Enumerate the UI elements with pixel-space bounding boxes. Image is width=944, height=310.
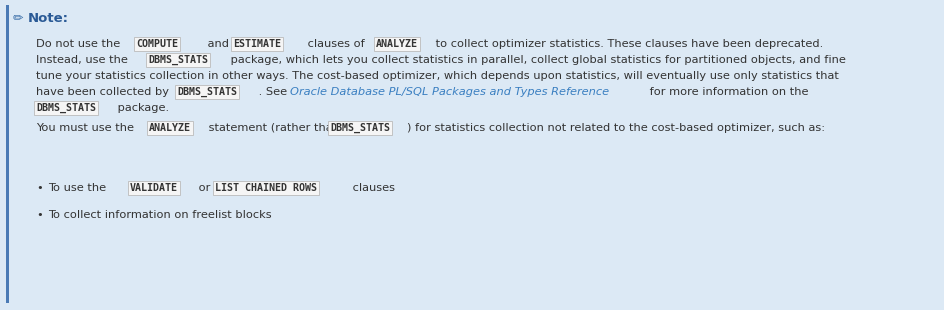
Text: •: • [36, 210, 42, 220]
Text: Oracle Database PL/SQL Packages and Types Reference: Oracle Database PL/SQL Packages and Type… [290, 87, 609, 97]
Text: DBMS_STATS: DBMS_STATS [36, 103, 96, 113]
Text: package, which lets you collect statistics in parallel, collect global statistic: package, which lets you collect statisti… [227, 55, 845, 65]
Text: VALIDATE: VALIDATE [130, 183, 177, 193]
Text: clauses of: clauses of [304, 39, 368, 49]
Text: ANALYZE: ANALYZE [376, 39, 417, 49]
Text: to collect optimizer statistics. These clauses have been deprecated.: to collect optimizer statistics. These c… [431, 39, 822, 49]
Text: ESTIMATE: ESTIMATE [233, 39, 280, 49]
Text: DBMS_STATS: DBMS_STATS [148, 55, 208, 65]
Text: clauses: clauses [348, 183, 395, 193]
Text: DBMS_STATS: DBMS_STATS [177, 87, 237, 97]
Text: You must use the: You must use the [36, 123, 138, 133]
Text: Instead, use the: Instead, use the [36, 55, 131, 65]
Text: package.: package. [114, 103, 169, 113]
Text: To collect information on freelist blocks: To collect information on freelist block… [48, 210, 271, 220]
Bar [6, 5, 9, 303]
Text: ) for statistics collection not related to the cost-based optimizer, such as:: ) for statistics collection not related … [407, 123, 824, 133]
Text: have been collected by: have been collected by [36, 87, 173, 97]
Text: for more information on the: for more information on the [646, 87, 808, 97]
Text: LIST CHAINED ROWS: LIST CHAINED ROWS [215, 183, 316, 193]
Text: ✏: ✏ [12, 12, 24, 25]
Text: . See: . See [255, 87, 291, 97]
Text: and: and [204, 39, 232, 49]
Text: Do not use the: Do not use the [36, 39, 124, 49]
Text: COMPUTE: COMPUTE [136, 39, 177, 49]
Text: Note:: Note: [28, 12, 69, 25]
Text: •: • [36, 183, 42, 193]
Text: tune your statistics collection in other ways. The cost-based optimizer, which d: tune your statistics collection in other… [36, 71, 838, 81]
Text: or: or [194, 183, 213, 193]
Text: To use the: To use the [48, 183, 110, 193]
Text: ANALYZE: ANALYZE [149, 123, 191, 133]
Text: DBMS_STATS: DBMS_STATS [329, 123, 390, 133]
Text: statement (rather than: statement (rather than [205, 123, 343, 133]
